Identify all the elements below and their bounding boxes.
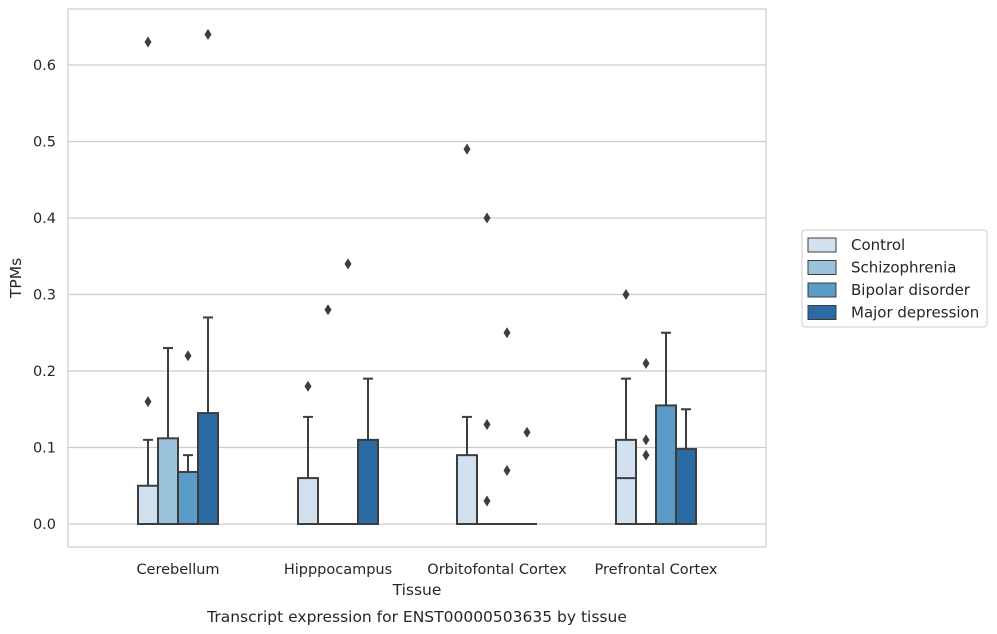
outlier-point — [503, 464, 511, 476]
legend-swatch — [807, 260, 837, 275]
legend-swatch — [807, 237, 837, 253]
chart-caption: Transcript expression for ENST0000050363… — [206, 608, 627, 626]
outlier-point — [204, 28, 212, 40]
y-tick-label: 0.2 — [33, 364, 56, 380]
outlier-point — [483, 212, 491, 224]
outlier-point — [324, 304, 332, 316]
box-major-depression — [675, 408, 697, 525]
legend-label: Major depression — [851, 304, 979, 322]
outlier-point — [503, 327, 511, 339]
box — [357, 438, 379, 526]
legend-label: Control — [851, 236, 905, 254]
box — [177, 470, 199, 526]
x-tick-label: Orbitofontal Cortex — [427, 562, 567, 578]
outlier-point — [483, 495, 491, 507]
box-major-depression — [197, 28, 219, 526]
box-schizophrenia — [636, 357, 656, 525]
x-tick-label: Prefrontal Cortex — [595, 562, 718, 578]
box — [655, 404, 677, 525]
box — [297, 477, 319, 526]
outlier-point — [144, 36, 152, 48]
legend-swatch — [807, 305, 837, 320]
box — [615, 438, 637, 526]
box-bipolar-disorder — [497, 327, 517, 525]
plot-frame — [67, 8, 767, 548]
box-schizophrenia — [477, 212, 497, 525]
box-major-depression — [357, 377, 379, 526]
outlier-point — [642, 434, 650, 446]
legend-frame — [801, 229, 988, 328]
box-control — [297, 380, 319, 526]
outlier-point — [463, 143, 471, 155]
box-control — [456, 143, 478, 525]
legend-label: Schizophrenia — [851, 259, 956, 277]
outlier-point — [144, 396, 152, 408]
legend: Control Schizophrenia Bipolar disorder Majo… — [801, 229, 988, 328]
box — [197, 412, 219, 526]
outlier-point — [344, 258, 352, 270]
grid-lines — [68, 64, 766, 525]
x-axis-label: Tissue — [392, 581, 442, 599]
y-tick-label: 0.4 — [33, 211, 56, 227]
y-tick-label: 0.0 — [33, 517, 56, 533]
x-tick-labels: Cerebellum Hipppocampus Orbitofontal Corte… — [136, 562, 717, 578]
box — [157, 437, 179, 526]
box — [456, 454, 478, 525]
y-tick-label: 0.1 — [33, 441, 56, 457]
box — [675, 448, 697, 525]
box-bipolar-disorder — [177, 350, 199, 526]
box-schizophrenia — [157, 347, 179, 526]
box-bipolar-disorder — [338, 258, 358, 525]
box-control — [615, 289, 637, 526]
outlier-point — [523, 426, 531, 438]
outlier-point — [483, 419, 491, 431]
box-plot-marks — [137, 28, 697, 526]
box-schizophrenia — [318, 304, 338, 525]
y-axis-label: TPMs — [7, 258, 25, 299]
y-tick-labels: 0.0 0.1 0.2 0.3 0.4 0.5 0.6 — [33, 58, 56, 533]
outlier-point — [622, 289, 630, 300]
outlier-point — [184, 350, 192, 362]
box-bipolar-disorder — [655, 331, 677, 525]
legend-label: Bipolar disorder — [851, 281, 971, 299]
box — [137, 484, 159, 525]
outlier-point — [642, 449, 650, 461]
box-control — [137, 36, 159, 525]
y-tick-label: 0.5 — [33, 135, 56, 151]
x-tick-label: Cerebellum — [136, 562, 219, 578]
box-major-depression — [517, 426, 537, 525]
outlier-point — [304, 380, 312, 392]
y-tick-label: 0.6 — [33, 58, 56, 74]
outlier-point — [642, 357, 650, 369]
y-tick-label: 0.3 — [33, 288, 56, 304]
legend-swatch — [807, 282, 837, 298]
x-tick-label: Hipppocampus — [284, 562, 392, 578]
